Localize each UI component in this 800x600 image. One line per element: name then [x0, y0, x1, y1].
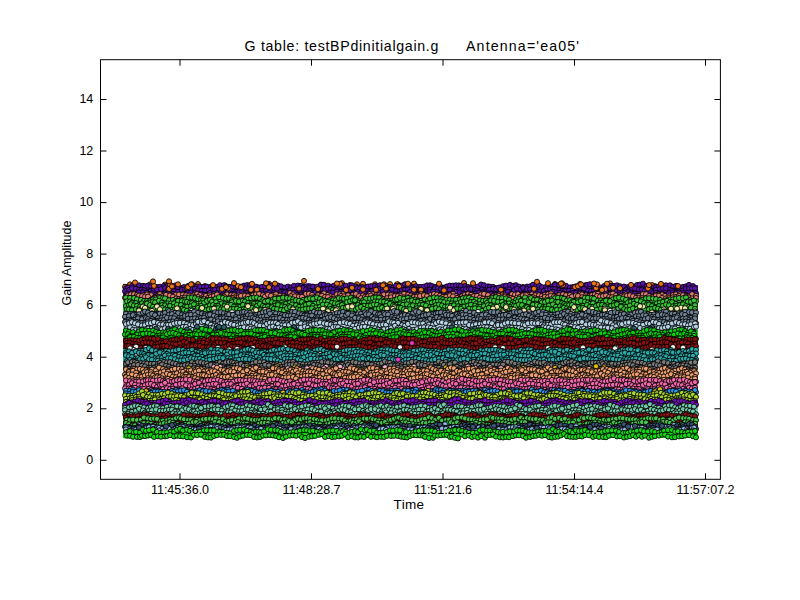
svg-text:11:48:28.7: 11:48:28.7 — [282, 483, 340, 497]
svg-text:G table: testBPdinitialgain.g: G table: testBPdinitialgain.g — [245, 38, 440, 54]
svg-text:Time: Time — [394, 497, 425, 512]
svg-text:11:54:14.4: 11:54:14.4 — [545, 483, 603, 497]
svg-text:0: 0 — [86, 453, 93, 467]
svg-text:4: 4 — [86, 350, 93, 364]
svg-text:11:45:36.0: 11:45:36.0 — [151, 483, 209, 497]
svg-text:11:57:07.2: 11:57:07.2 — [676, 483, 734, 497]
svg-text:Antenna='ea05': Antenna='ea05' — [466, 38, 580, 54]
svg-text:Gain Amplitude: Gain Amplitude — [60, 221, 74, 306]
svg-text:12: 12 — [79, 144, 93, 158]
svg-text:11:51:21.6: 11:51:21.6 — [414, 483, 472, 497]
svg-text:2: 2 — [86, 401, 93, 415]
svg-text:6: 6 — [86, 298, 93, 312]
svg-text:10: 10 — [79, 195, 93, 209]
svg-text:14: 14 — [79, 92, 93, 106]
svg-text:8: 8 — [86, 247, 93, 261]
